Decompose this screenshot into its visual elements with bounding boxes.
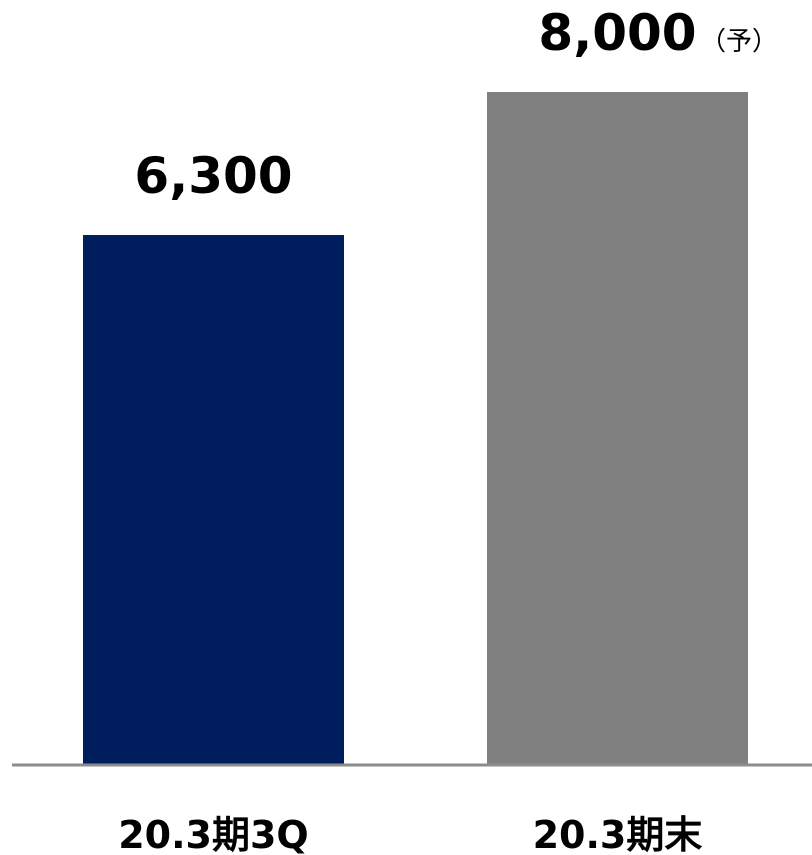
bar-1 bbox=[83, 235, 344, 765]
bars-group bbox=[83, 92, 748, 765]
bar-2 bbox=[487, 92, 748, 765]
category-label-2: 20.3期末 bbox=[533, 813, 703, 855]
forecast-note-2: （予） bbox=[700, 27, 778, 57]
labels-group: 6,300 20.3期3Q 8,000 （予） 20.3期末 bbox=[118, 4, 778, 855]
data-label-1: 6,300 bbox=[134, 147, 292, 205]
data-label-2: 8,000 bbox=[538, 4, 696, 62]
category-label-1: 20.3期3Q bbox=[118, 813, 309, 855]
